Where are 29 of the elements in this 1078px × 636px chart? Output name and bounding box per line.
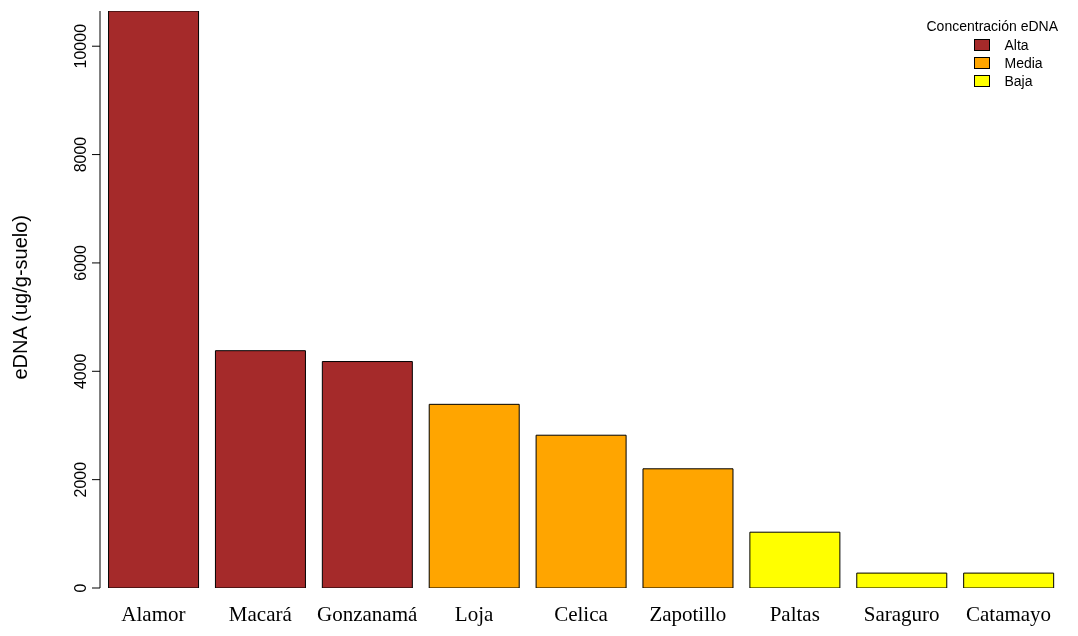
x-tick-label: Macará (228, 601, 293, 626)
bar (642, 468, 734, 588)
bar (428, 403, 520, 588)
bar (963, 572, 1055, 588)
y-tick-label: 6000 (72, 245, 89, 281)
x-tick-label: Saraguro (863, 601, 940, 626)
legend-label: Alta (1004, 37, 1029, 53)
x-tick-label: Zapotillo (649, 601, 727, 626)
x-tick-label: Catamayo (965, 601, 1052, 626)
y-tick-label: 8000 (72, 136, 89, 173)
bar (749, 531, 841, 588)
x-tick-label: Gonzanamá (317, 601, 419, 626)
legend-label: Baja (1004, 73, 1033, 89)
legend-label: Media (1004, 55, 1043, 71)
legend-title: Concentración eDNA (926, 18, 1058, 34)
bar (535, 434, 627, 588)
bar (321, 361, 413, 588)
y-tick-label: 2000 (72, 461, 89, 498)
bar (214, 350, 306, 588)
y-tick-label: 10000 (72, 23, 89, 69)
y-tick-label: 4000 (72, 353, 89, 390)
bar (856, 572, 948, 588)
x-tick-label: Alamor (121, 601, 186, 626)
bar (108, 11, 200, 588)
x-tick-label: Paltas (769, 601, 820, 626)
y-tick-label: 0 (72, 583, 89, 593)
y-axis-title: eDNA (ug/g-suelo) (9, 214, 32, 380)
x-tick-label: Loja (454, 601, 495, 626)
x-tick-label: Celica (554, 601, 609, 626)
